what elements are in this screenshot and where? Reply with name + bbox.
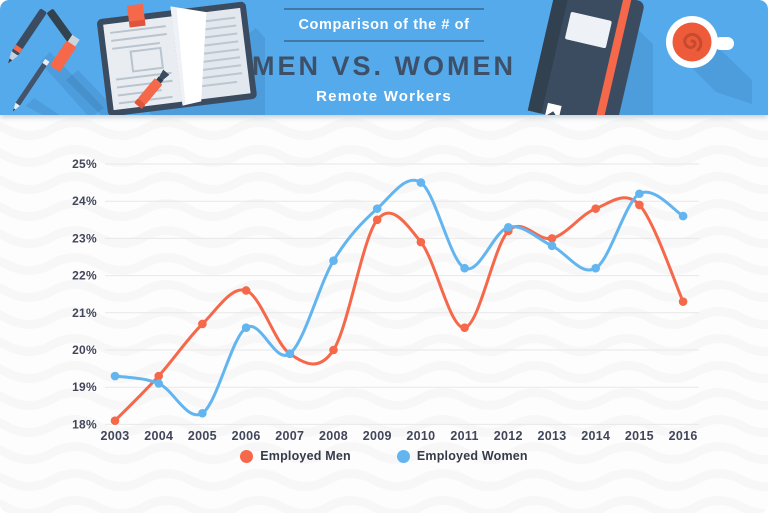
data-point-employed-men [241,286,251,295]
legend-item: Employed Women [396,449,528,463]
x-axis-tick-label: 2009 [363,429,392,443]
data-point-employed-men [329,345,338,355]
y-axis-tick-label: 20% [72,343,97,357]
y-axis-tick-label: 21% [72,306,97,320]
x-axis-tick-label: 2011 [450,429,478,443]
x-axis-tick-label: 2012 [494,429,523,443]
data-point-employed-men [198,319,207,329]
data-point-employed-men [416,237,426,247]
wave-line [0,388,768,410]
wave-pattern-background [0,118,768,513]
chart-subtitle: Remote Workers [316,88,452,105]
x-axis-tick-label: 2016 [669,429,698,443]
data-point-employed-women [329,256,338,266]
legend-swatch-icon [396,449,410,463]
data-point-employed-women [460,263,469,273]
coffee-cup-icon [666,16,752,104]
data-point-employed-women [241,323,251,332]
wave-line [0,280,768,302]
data-point-employed-men [547,234,557,243]
legend-label: Employed Men [260,449,351,463]
series-employed-men [110,196,688,425]
data-point-employed-women [198,408,207,418]
data-point-employed-men [678,297,688,306]
open-notebook-icon [97,1,265,115]
series-line-employed-women [113,178,685,417]
x-axis-tick-label: 2005 [188,429,217,443]
line-chart: 25% 24% 23% 22% 21% 20% 19% 18%2003 2004 2005 2006… [72,157,699,443]
x-axis-tick-label: 2013 [537,429,566,443]
series-employed-women [110,178,688,418]
series-line-employed-men [113,196,685,423]
y-axis-tick-label: 25% [72,157,97,171]
data-point-employed-men [635,200,644,210]
legend-swatch-icon [240,449,254,463]
wave-line [0,199,768,221]
data-point-employed-women [635,189,644,199]
wave-line [0,226,768,248]
data-point-employed-women [547,241,557,251]
data-point-employed-women [154,379,163,388]
x-axis-tick-label: 2006 [232,429,261,443]
data-point-employed-men [460,323,469,332]
y-axis-tick-label: 24% [72,194,97,208]
chart-area: 25% 24% 23% 22% 21% 20% 19% 18% 2003 2004 2005 2006… [0,115,768,513]
wave-line [0,442,768,464]
wave-line [0,307,768,329]
data-point-employed-women [678,211,688,221]
x-axis-tick-label: 2007 [275,429,304,443]
x-axis-tick-label: 2008 [319,429,348,443]
title-rule-top [284,8,484,10]
legend-item: Employed Men [240,449,351,463]
x-axis-tick-label: 2015 [625,429,654,443]
x-axis-tick-label: 2014 [581,429,610,443]
data-point-employed-women [285,349,295,359]
pencils-icon [8,8,118,115]
chart-eyebrow: Comparison of the # of [298,17,470,33]
x-axis-tick-label: 2004 [144,429,173,443]
y-axis-tick-label: 18% [72,417,97,431]
x-axis-tick-label: 2010 [406,429,435,443]
data-point-employed-men [591,204,600,213]
data-point-employed-men [110,416,120,425]
wave-line [0,469,768,491]
wave-line [0,415,768,437]
wave-line [0,145,768,167]
y-axis-tick-label: 23% [72,231,97,245]
y-axis-tick-label: 22% [72,269,97,283]
page-title: MEN VS. WOMEN [251,51,516,81]
title-block: Comparison of the # of MEN VS. WOMEN Rem… [244,8,524,105]
data-point-employed-women [110,371,120,381]
data-point-employed-men [372,215,382,225]
wave-line [0,253,768,275]
chart-legend: Employed Men Employed Women [0,449,768,463]
legend-label: Employed Women [416,449,528,463]
wave-line [0,496,768,513]
data-point-employed-women [416,178,426,187]
header-banner: Comparison of the # of MEN VS. WOMEN Rem… [0,0,768,115]
y-axis-tick-label: 19% [72,380,97,394]
wave-line [0,118,768,140]
data-point-employed-men [154,371,163,381]
x-axis-tick-label: 2003 [100,429,129,443]
data-point-employed-women [504,222,513,232]
data-point-employed-women [372,204,382,213]
x-axis-labels: 2003 2004 2005 2006 2007 2008 2009 2010 2011 2012… [100,429,697,443]
data-point-employed-women [591,263,600,273]
title-rule-bottom [284,40,484,42]
gridlines: 25% 24% 23% 22% 21% 20% 19% 18% [72,157,699,431]
closed-notebook-icon [527,0,653,115]
